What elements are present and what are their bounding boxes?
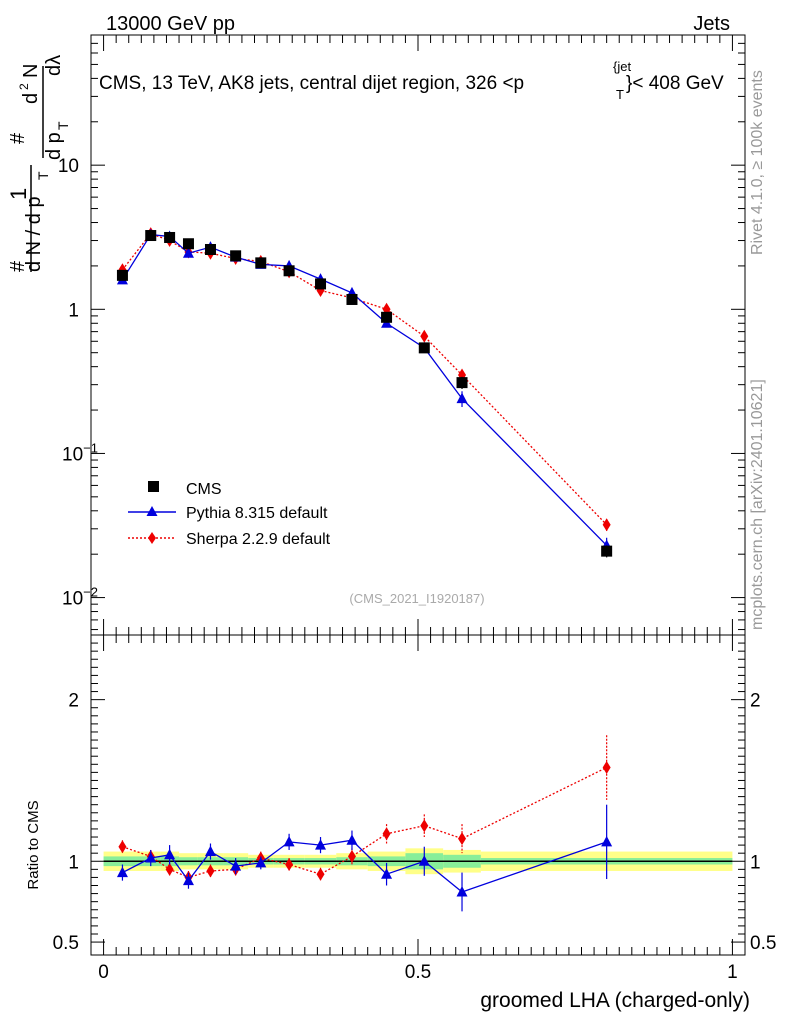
plot-title: CMS, 13 TeV, AK8 jets, central dijet reg… <box>99 59 724 102</box>
cms-point <box>145 230 157 242</box>
svg-text:N: N <box>20 64 42 78</box>
svg-text:1: 1 <box>6 188 31 200</box>
y-tick-label-main: 10 <box>58 156 79 177</box>
svg-text:dλ: dλ <box>43 55 65 76</box>
y-tick-exponent: −2 <box>83 585 98 600</box>
svg-text:#: # <box>7 132 29 144</box>
ratio-pythia-point <box>230 860 242 871</box>
cms-point <box>601 545 613 557</box>
y-tick-label-main: 1 <box>68 300 79 321</box>
y-axis-label-main: d N / d p T 1 # # d p T d 2 N dλ <box>6 55 71 272</box>
ratio-pythia-point <box>145 852 157 863</box>
ratio-sherpa-point <box>285 857 294 871</box>
svg-text:#: # <box>7 260 29 272</box>
sherpa-point <box>420 329 429 343</box>
sherpa-point <box>602 518 611 532</box>
y-tick-label-main: 10−2 <box>62 585 98 610</box>
ratio-sherpa-point <box>347 849 356 863</box>
header-right: Jets <box>693 13 730 35</box>
cms-point <box>315 278 327 290</box>
rivet-label: Rivet 4.1.0, ≥ 100k events <box>749 70 766 255</box>
ratio-pythia-point <box>456 885 468 897</box>
main-panel: 10 1 10−1 10−2 <box>58 34 746 636</box>
ratio-pythia-point <box>283 835 295 847</box>
svg-text:d p: d p <box>43 132 65 160</box>
cms-point <box>230 250 242 262</box>
legend-marker-sherpa <box>148 532 156 544</box>
legend-label-sherpa: Sherpa 2.2.9 default <box>186 531 331 548</box>
y-tick-label-ratio: 1 <box>68 852 79 873</box>
cms-point <box>182 238 194 250</box>
ratio-pythia-point <box>315 839 327 850</box>
cms-point <box>255 257 267 269</box>
pythia-point <box>182 247 194 258</box>
x-tick-label: 0.5 <box>405 962 431 983</box>
analysis-id: (CMS_2021_I1920187) <box>349 591 484 606</box>
y-tick-exponent: −1 <box>83 440 98 455</box>
svg-text:2: 2 <box>17 83 31 90</box>
cms-point <box>346 293 358 305</box>
ratio-panel: 0 0.5 1 2 2 1 1 0.5 0.5 <box>53 619 776 983</box>
ratio-pythia-point <box>164 848 176 860</box>
ratio-sherpa-point <box>382 827 391 841</box>
svg-text:T: T <box>55 121 71 130</box>
pythia-point <box>456 392 468 404</box>
cms-point <box>204 243 216 255</box>
ratio-frame <box>90 634 746 956</box>
cms-point <box>283 265 295 277</box>
legend: CMS Pythia 8.315 default Sherpa 2.2.9 de… <box>128 481 331 548</box>
ratio-pythia-point <box>255 856 267 868</box>
ratio-pythia-point <box>346 834 358 845</box>
title-tail: }< 408 GeV <box>626 73 724 94</box>
ratio-sherpa-point <box>602 761 611 775</box>
x-tick-label: 1 <box>727 962 738 983</box>
cms-point <box>164 231 176 243</box>
ratio-sherpa-point <box>165 862 174 876</box>
x-axis-label: groomed LHA (charged-only) <box>480 989 750 1012</box>
legend-label-cms: CMS <box>186 481 222 498</box>
cms-point <box>116 269 128 281</box>
y-axis-label-ratio: Ratio to CMS <box>25 800 42 889</box>
y-tick-label-ratio: 2 <box>68 691 79 712</box>
ratio-pythia-point <box>381 868 393 879</box>
ratio-pythia-point <box>204 845 216 857</box>
header-left: 13000 GeV pp <box>106 13 235 35</box>
y-tick-label-ratio-right: 1 <box>750 852 761 873</box>
ratio-pythia-point <box>116 866 128 878</box>
pythia-line <box>121 233 608 546</box>
x-tick-label: 0 <box>98 962 109 983</box>
ratio-sherpa-point <box>316 867 325 881</box>
cms-point <box>418 342 430 354</box>
y-tick-label-ratio-right: 2 <box>750 691 761 712</box>
ratio-sherpa-point <box>458 832 467 846</box>
y-tick-label-ratio-right: 0.5 <box>750 933 776 954</box>
y-tick-label-ratio: 0.5 <box>53 933 79 954</box>
legend-marker-pythia <box>146 506 158 516</box>
cms-point <box>381 311 393 323</box>
svg-text:d N / d p: d N / d p <box>23 196 45 272</box>
mcplots-label: mcplots.cern.ch [arXiv:2401.10621] <box>749 379 766 630</box>
legend-label-pythia: Pythia 8.315 default <box>186 505 328 522</box>
svg-text:T: T <box>35 171 51 180</box>
ratio-pythia-point <box>601 835 613 847</box>
svg-text:d: d <box>20 93 42 104</box>
ratio-sherpa-point <box>206 864 215 878</box>
ratio-pythia-point <box>418 855 430 866</box>
title-sup: {jet <box>613 59 631 74</box>
legend-marker-cms <box>148 481 159 492</box>
ratio-sherpa-point <box>420 819 429 833</box>
ratio-sherpa-point <box>118 840 127 854</box>
title-sub: T <box>616 87 624 102</box>
title-main: CMS, 13 TeV, AK8 jets, central dijet reg… <box>99 73 524 94</box>
cms-point <box>456 377 468 389</box>
y-tick-label-main: 10−1 <box>62 440 98 465</box>
ratio-pythia-point <box>182 874 194 886</box>
